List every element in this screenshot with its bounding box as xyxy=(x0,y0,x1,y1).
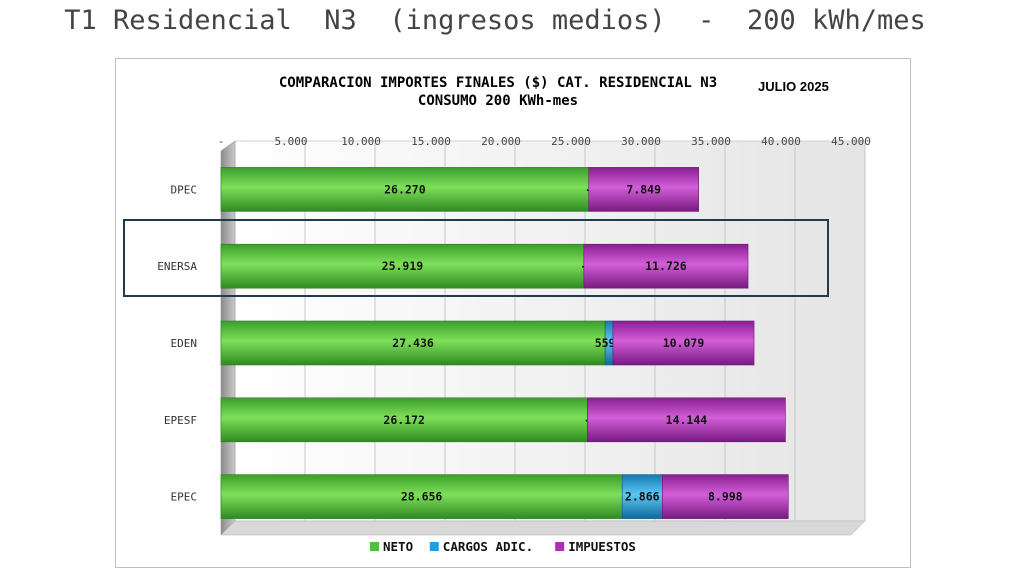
category-label: DPEC xyxy=(171,183,198,196)
x-tick-label: - xyxy=(218,135,225,148)
x-axis-ticks: - 5.000 10.000 15.000 20.000 25.000 30.000 35.0… xyxy=(218,135,871,148)
legend-label: NETO xyxy=(383,539,413,554)
data-label: 559 xyxy=(595,336,616,350)
chart-title: COMPARACION IMPORTES FINALES ($) CAT. RE… xyxy=(279,75,717,91)
bar-segment-impuestos xyxy=(612,320,755,366)
bar-segment-neto xyxy=(220,167,590,212)
bar-segment-impuestos xyxy=(587,397,786,443)
category-label: EDEN xyxy=(171,337,198,350)
data-label: 11.726 xyxy=(645,259,687,273)
category-label: EPEC xyxy=(171,491,198,504)
legend: NETO CARGOS ADIC. IMPUESTOS xyxy=(370,539,636,554)
chart-subtitle: CONSUMO 200 KWh-mes xyxy=(418,93,578,109)
chart-title-badge: JULIO 2025 xyxy=(758,79,829,94)
data-label: 26.270 xyxy=(384,182,426,196)
slide-title: T1 Residencial N3 (ingresos medios) - 20… xyxy=(64,5,926,36)
category-label: EPESF xyxy=(164,414,197,427)
x-tick-label: 10.000 xyxy=(341,135,381,148)
bar-segment-impuestos xyxy=(588,167,699,212)
x-tick-label: 45.000 xyxy=(831,135,871,148)
bar-segment-cargos-adic xyxy=(621,474,663,519)
x-tick-label: 30.000 xyxy=(621,135,661,148)
bar-segment-impuestos xyxy=(662,474,789,519)
x-tick-label: 40.000 xyxy=(761,135,801,148)
x-tick-label: 25.000 xyxy=(551,135,591,148)
bar-segment-neto xyxy=(220,474,623,519)
bar-segment-neto xyxy=(220,397,588,443)
x-tick-label: 20.000 xyxy=(481,135,521,148)
data-label: 10.079 xyxy=(663,336,705,350)
category-label: ENERSA xyxy=(157,260,197,273)
data-label: 2.866 xyxy=(625,490,660,504)
legend-swatch xyxy=(555,542,565,551)
plot-floor xyxy=(220,520,866,536)
x-tick-label: 5.000 xyxy=(274,135,307,148)
bar-segment-impuestos xyxy=(583,243,749,289)
legend-label: IMPUESTOS xyxy=(568,539,636,554)
x-tick-label: 35.000 xyxy=(691,135,731,148)
legend-label: CARGOS ADIC. xyxy=(443,539,533,554)
data-label: 27.436 xyxy=(392,336,434,350)
data-label: 28.656 xyxy=(401,490,443,504)
x-tick-label: 15.000 xyxy=(411,135,451,148)
bar-segment-neto xyxy=(220,243,585,289)
data-label: 14.144 xyxy=(666,413,708,427)
y-axis-labels: DPEC ENERSA EDEN EPESF EPEC xyxy=(157,183,197,503)
data-label: 25.919 xyxy=(382,259,424,273)
chart: COMPARACION IMPORTES FINALES ($) CAT. RE… xyxy=(157,75,871,554)
data-label: 26.172 xyxy=(383,413,425,427)
data-label: 8.998 xyxy=(708,490,743,504)
data-label: 7.849 xyxy=(626,182,661,196)
legend-swatch xyxy=(429,542,439,551)
bar-segment-neto xyxy=(220,320,606,366)
legend-swatch xyxy=(370,542,379,551)
bars: 26.270-7.84925.919-11.72627.43655910.079… xyxy=(220,167,789,519)
chart-frame: COMPARACION IMPORTES FINALES ($) CAT. RE… xyxy=(115,58,911,568)
